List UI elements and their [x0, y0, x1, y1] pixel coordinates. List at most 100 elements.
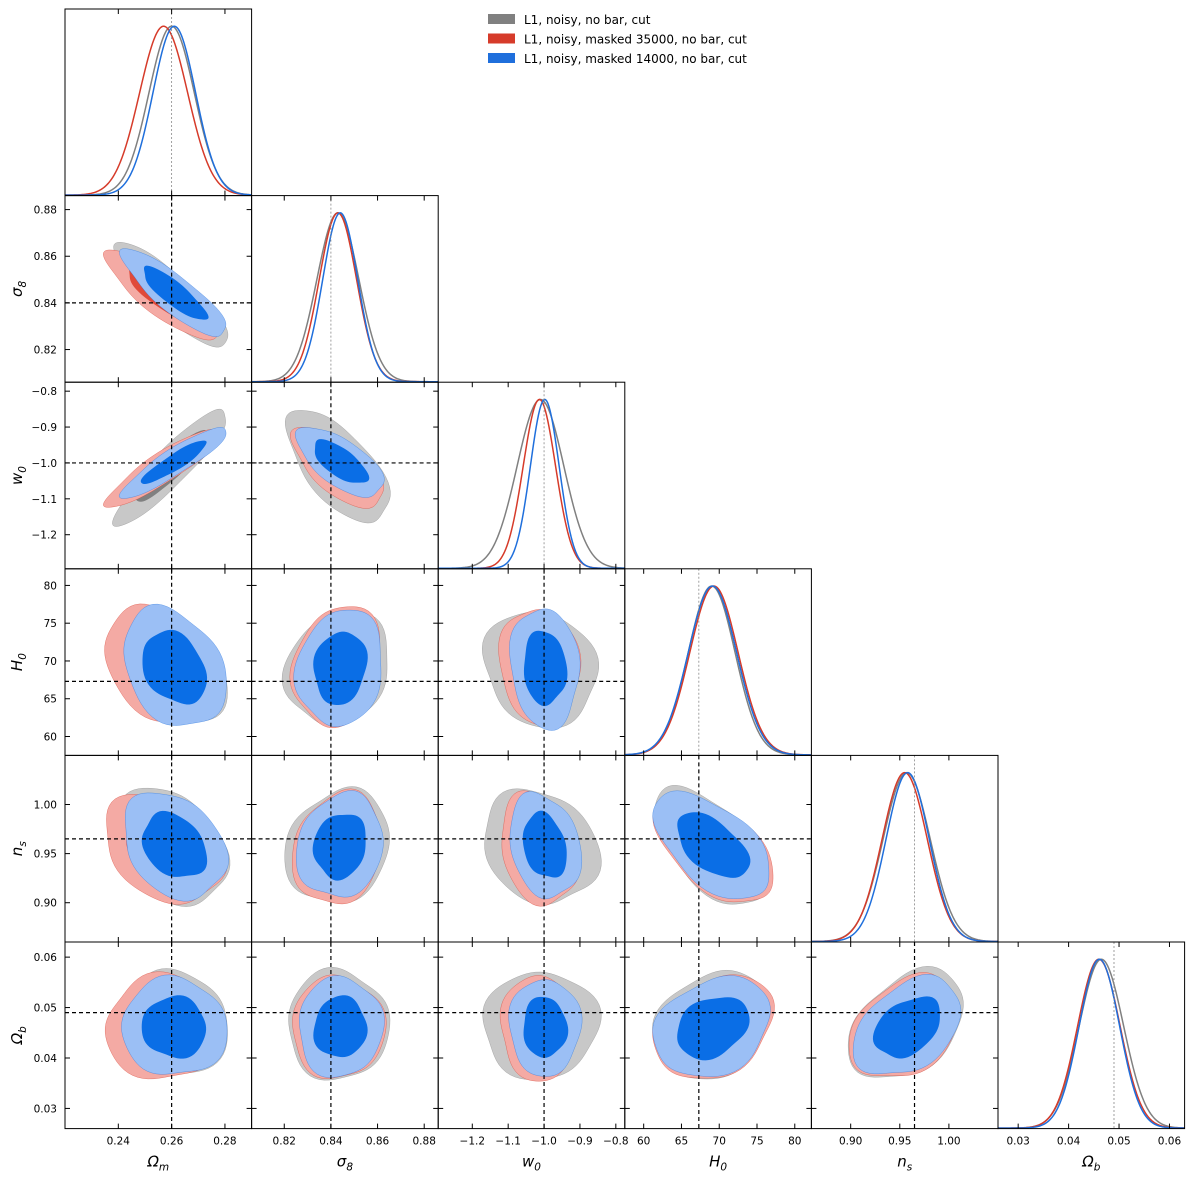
panel-omega_m-vs-sigma_8: 0.82 0.84 0.86 0.88 — [34, 195, 253, 383]
marginal-curve — [251, 212, 439, 383]
panel-content — [811, 942, 998, 1129]
x-tick-label: 0.82 — [273, 1136, 296, 1148]
marginal-curve — [998, 958, 1185, 1129]
panel-omega_m-vs-w_0: −1.2 −1.1 −1.0 −0.9 −0.8 — [32, 381, 253, 570]
marginal-curve — [624, 585, 812, 756]
contour-68 — [313, 995, 368, 1058]
contour-68 — [523, 630, 568, 707]
y-tick-label: 0.90 — [34, 898, 57, 910]
x-axis-label-sigma_8: σ8 — [337, 1153, 354, 1174]
y-tick-label: −1.2 — [32, 530, 58, 542]
x-axis-label-omega_b: Ωb — [1081, 1153, 1100, 1174]
x-tick-label: −0.8 — [603, 1136, 629, 1148]
y-tick-label: 70 — [44, 656, 57, 668]
legend-swatch — [488, 14, 515, 24]
panel-content — [811, 755, 999, 943]
panel-content — [65, 755, 252, 942]
marginal-curve — [65, 25, 252, 196]
x-axis-label-w_0: w0 — [522, 1153, 541, 1174]
marginal-curve — [811, 771, 998, 943]
y-tick-label: 0.84 — [34, 298, 58, 310]
panel-w_0-vs-n_s — [437, 754, 626, 943]
y-tick-label: −0.9 — [32, 422, 58, 434]
contour-68 — [313, 631, 368, 705]
y-axis-label-omega_b: Ωb — [8, 1026, 29, 1045]
panel-omega_m-marginal — [64, 8, 253, 197]
marginal-curve — [438, 398, 625, 569]
marginal-curve — [624, 585, 812, 756]
marginal-curve — [438, 398, 625, 569]
y-axis-label-sigma_8: σ8 — [8, 280, 29, 297]
panel-H_0-vs-omega_b: 60 65 70 75 80 — [624, 941, 812, 1148]
y-tick-label: 0.82 — [34, 345, 57, 357]
marginal-curve — [65, 25, 252, 196]
panel-content — [65, 942, 252, 1129]
y-tick-label: 0.95 — [34, 849, 57, 861]
panel-sigma_8-vs-w_0 — [251, 381, 439, 570]
panel-content — [624, 755, 812, 942]
contour-68 — [523, 996, 569, 1058]
y-tick-label: 0.03 — [34, 1103, 57, 1115]
x-tick-label: 70 — [713, 1136, 726, 1148]
panel-content — [624, 942, 812, 1129]
x-tick-label: 60 — [637, 1136, 650, 1148]
panel-omega_m-vs-H_0: 60 65 70 75 80 — [44, 568, 253, 756]
y-axis-label-w_0: w0 — [8, 466, 29, 485]
contour-68 — [522, 810, 567, 878]
axis-labels: Ωm σ8 w0 H0 ns Ωb σ8 w0 H0 ns Ωb — [8, 280, 1101, 1173]
x-tick-label: 0.86 — [366, 1136, 390, 1148]
marginal-curve — [624, 585, 812, 756]
marginal-curve — [998, 958, 1185, 1129]
legend-label: L1, noisy, no bar, cut — [524, 13, 651, 27]
x-axis-label-omega_m: Ωm — [146, 1153, 169, 1174]
contour-68 — [141, 995, 207, 1059]
contour-68 — [142, 629, 208, 705]
x-tick-label: 75 — [750, 1136, 763, 1148]
panel-H_0-vs-n_s — [624, 754, 812, 943]
legend-label: L1, noisy, masked 35000, no bar, cut — [524, 33, 747, 47]
x-tick-label: −0.9 — [567, 1136, 593, 1148]
panel-content — [65, 9, 252, 196]
panel-w_0-vs-H_0 — [437, 568, 626, 756]
panel-sigma_8-marginal — [251, 195, 439, 383]
panel-content — [65, 382, 252, 569]
contour-68 — [143, 265, 209, 320]
panel-n_s-vs-omega_b: 0.90 0.95 1.00 — [810, 941, 999, 1148]
panel-n_s-marginal — [810, 754, 999, 943]
y-tick-label: 0.06 — [34, 952, 58, 964]
marginal-curve — [251, 212, 439, 383]
x-tick-label: 80 — [788, 1136, 801, 1148]
panel-content — [65, 195, 252, 383]
contour-68 — [141, 810, 208, 877]
y-tick-label: −1.1 — [32, 494, 58, 506]
contour-68 — [140, 440, 207, 485]
panel-H_0-marginal — [624, 568, 812, 756]
x-tick-label: 0.84 — [319, 1136, 343, 1148]
x-tick-label: 0.05 — [1107, 1136, 1130, 1148]
y-tick-label: 0.88 — [34, 205, 57, 217]
x-tick-label: −1.0 — [531, 1136, 557, 1148]
panel-frame — [64, 8, 253, 197]
x-tick-label: 1.00 — [937, 1136, 960, 1148]
legend-swatch — [488, 33, 515, 44]
y-tick-label: 0.04 — [34, 1053, 58, 1065]
x-tick-label: 0.90 — [839, 1136, 862, 1148]
x-tick-label: 0.06 — [1158, 1136, 1182, 1148]
x-axis-label-n_s: ns — [897, 1153, 913, 1174]
y-tick-label: 65 — [44, 694, 57, 706]
contour-68 — [312, 814, 366, 881]
panel-content — [438, 942, 625, 1129]
marginal-curve — [65, 25, 252, 196]
y-tick-label: −1.0 — [32, 458, 58, 470]
x-tick-label: 0.26 — [160, 1136, 184, 1148]
y-axis-label-H_0: H0 — [8, 653, 29, 671]
panel-content — [438, 755, 625, 942]
panel-content — [65, 568, 252, 756]
x-tick-label: 0.24 — [107, 1136, 131, 1148]
panel-frame — [997, 941, 1186, 1130]
panel-sigma_8-vs-n_s — [251, 754, 439, 943]
y-axis-label-n_s: ns — [8, 841, 29, 857]
marginal-curve — [811, 771, 999, 943]
